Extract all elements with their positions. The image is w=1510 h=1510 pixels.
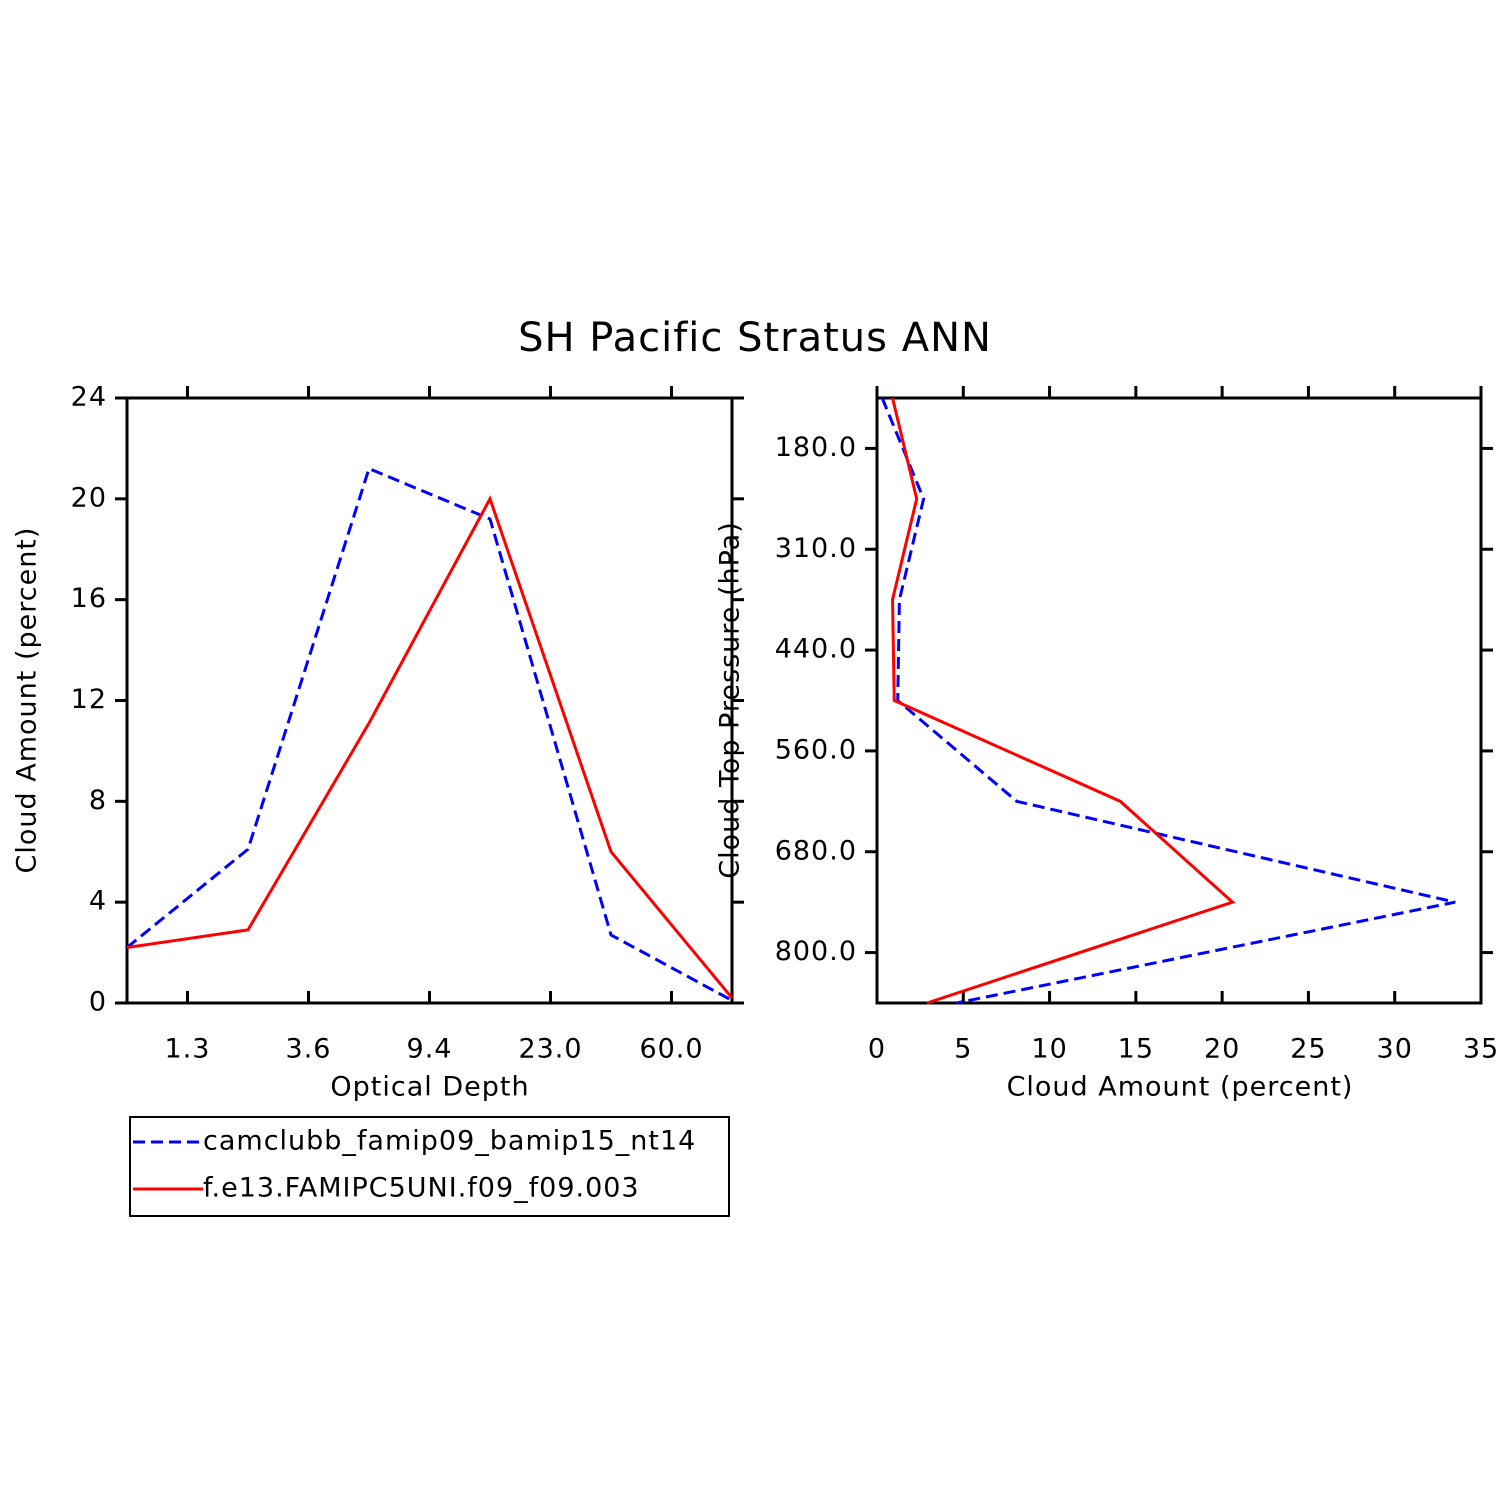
y-tick-label: 310.0: [775, 533, 857, 564]
series-line: [880, 397, 1456, 1005]
x-tick-label: 25: [1290, 1034, 1326, 1065]
series-line: [126, 495, 734, 999]
x-tick-label: 23.0: [518, 1034, 582, 1065]
plot-frame: [125, 396, 734, 1005]
y-tick-label: 680.0: [775, 835, 857, 866]
y-tick-label: 4: [89, 886, 107, 917]
y-axis-title: Cloud Amount (percent): [12, 527, 43, 874]
x-axis-title: Optical Depth: [330, 1072, 529, 1103]
x-tick-label: 0: [868, 1034, 886, 1065]
x-tick-label: 9.4: [407, 1034, 453, 1065]
y-tick-label: 20: [71, 482, 107, 513]
y-tick-label: 180.0: [775, 432, 857, 463]
plot-frame: [875, 396, 1483, 1005]
legend-label: f.e13.FAMIPC5UNI.f09_f09.003: [203, 1173, 640, 1204]
y-tick-label: 440.0: [775, 634, 857, 665]
series-line: [126, 466, 733, 1002]
x-tick-label: 3.6: [286, 1034, 332, 1065]
x-tick-label: 10: [1031, 1034, 1067, 1065]
series-line: [891, 397, 1236, 1005]
y-tick-label: 560.0: [775, 734, 857, 765]
legend-label: camclubb_famip09_bamip15_nt14: [203, 1126, 696, 1157]
x-tick-label: 5: [954, 1034, 972, 1065]
x-tick-label: 1.3: [165, 1034, 211, 1065]
y-tick-label: 12: [71, 684, 107, 715]
x-axis-title: Cloud Amount (percent): [1007, 1072, 1354, 1103]
y-tick-label: 8: [89, 785, 107, 816]
x-tick-label: 15: [1118, 1034, 1154, 1065]
x-tick-label: 30: [1377, 1034, 1413, 1065]
y-tick-label: 24: [71, 382, 107, 413]
x-tick-label: 35: [1463, 1034, 1499, 1065]
chart-title: SH Pacific Stratus ANN: [518, 315, 992, 361]
x-tick-label: 20: [1204, 1034, 1240, 1065]
y-tick-label: 16: [71, 583, 107, 614]
y-tick-label: 0: [89, 987, 107, 1018]
x-tick-label: 60.0: [639, 1034, 703, 1065]
y-tick-label: 800.0: [775, 936, 857, 967]
legend-box: [129, 1116, 730, 1217]
